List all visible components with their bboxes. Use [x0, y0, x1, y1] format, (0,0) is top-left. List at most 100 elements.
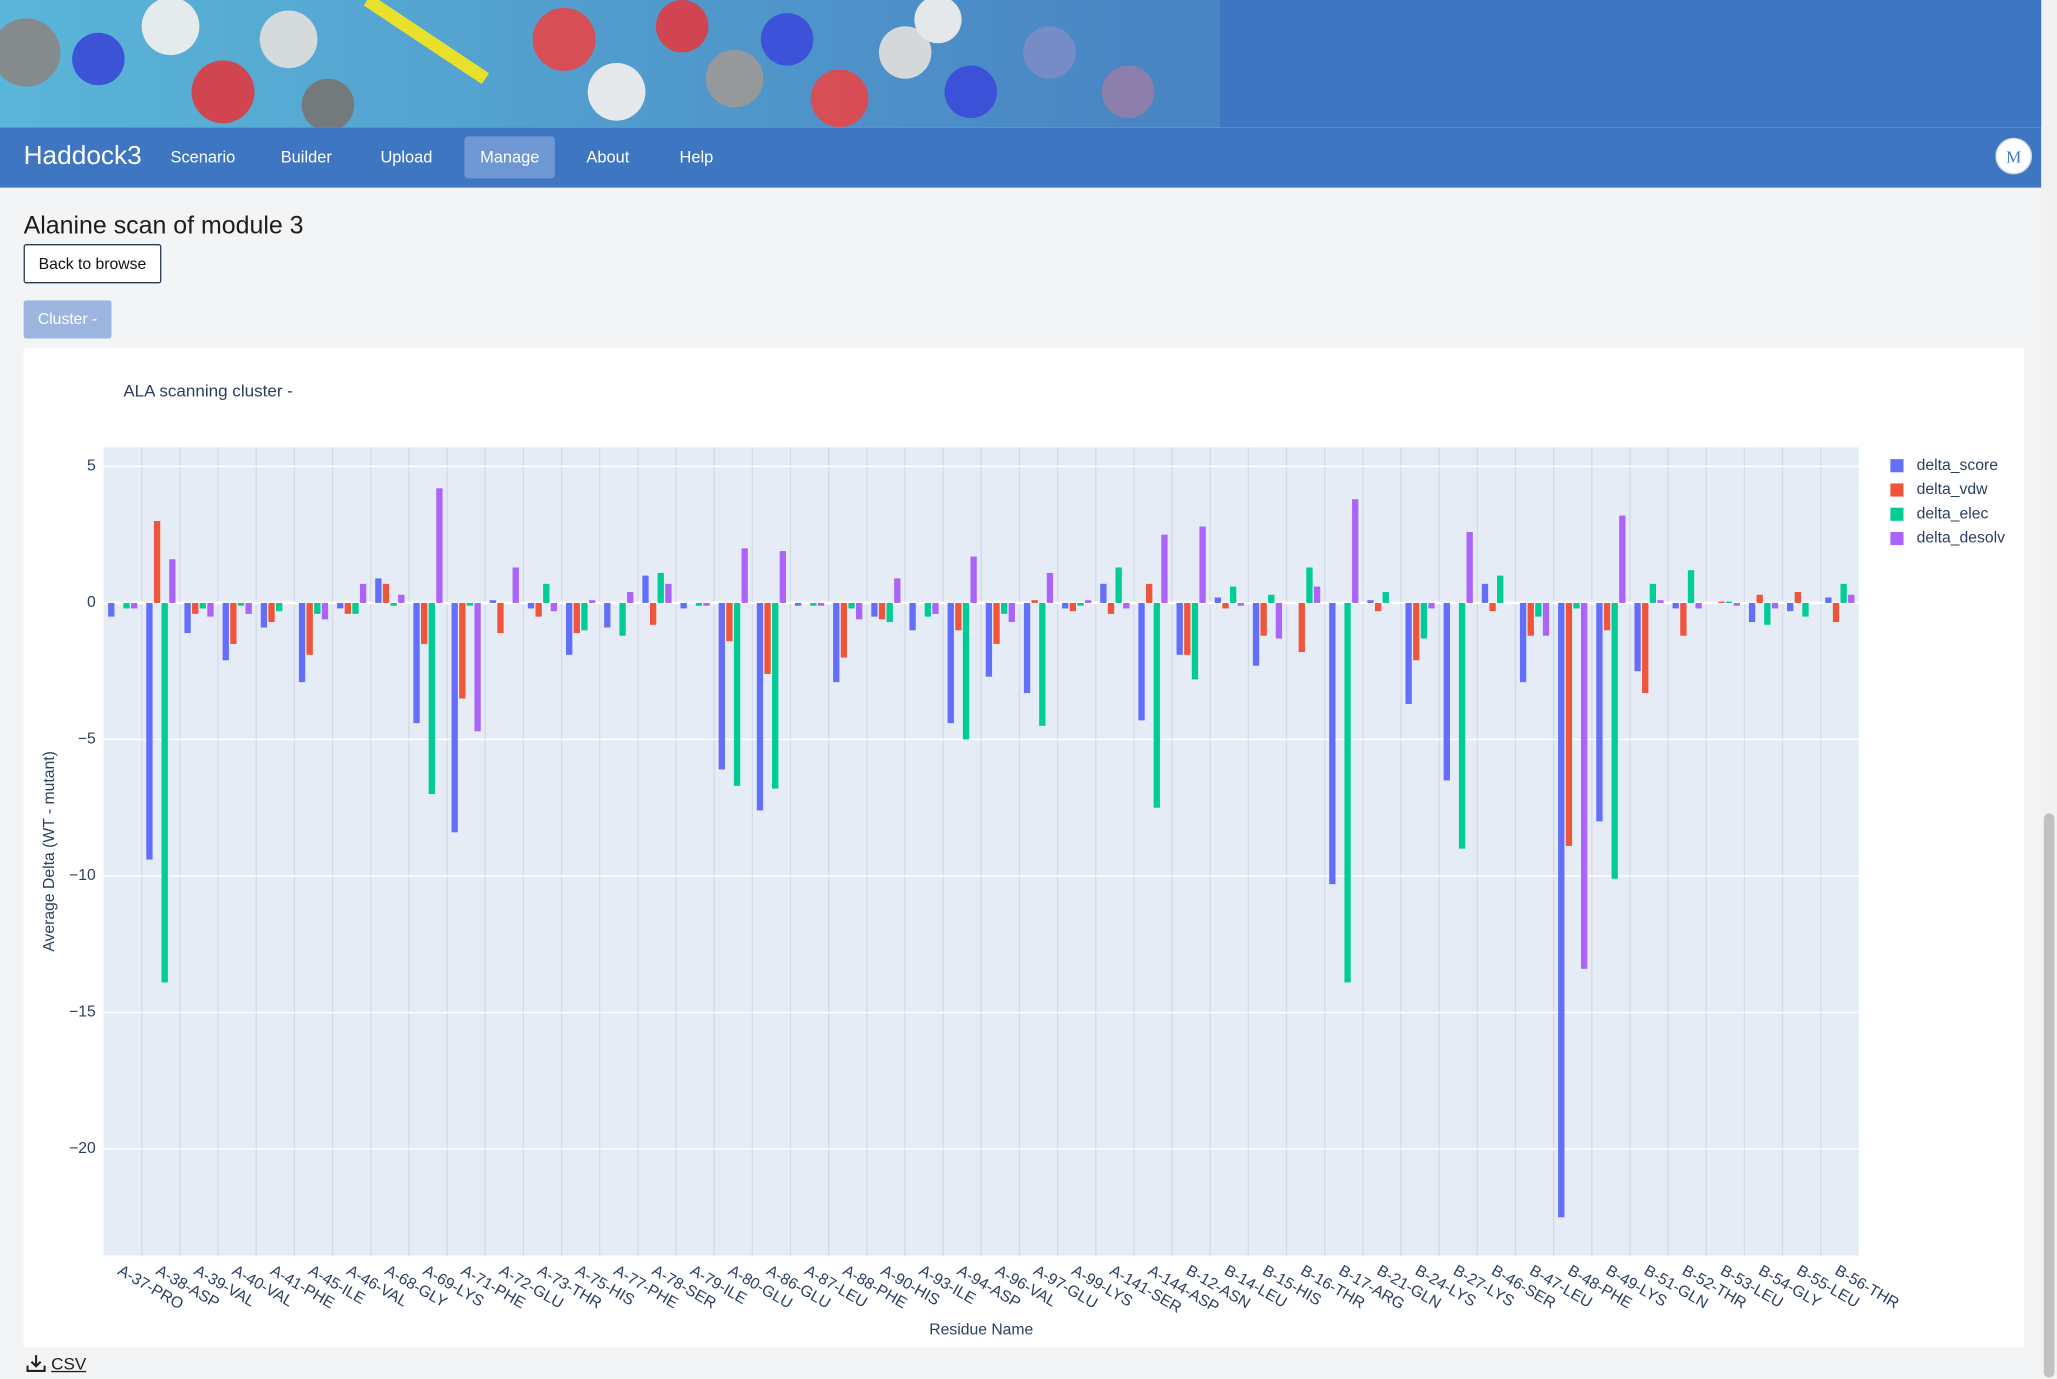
nav-item[interactable]: Builder — [280, 148, 332, 167]
bar — [276, 602, 283, 612]
bar — [695, 602, 703, 606]
bar — [321, 602, 329, 620]
bar — [1352, 499, 1359, 603]
bar — [840, 602, 848, 658]
cluster-dropdown[interactable]: Cluster - — [23, 300, 112, 339]
bar — [1329, 602, 1336, 885]
bar — [298, 602, 306, 683]
bar — [497, 602, 504, 633]
nav-item[interactable]: About — [586, 148, 630, 167]
nav-item[interactable]: Manage — [464, 136, 556, 179]
bar — [1581, 602, 1588, 969]
navbar: Haddock3 M Scenario Builder Upload Manage Ab… — [0, 127, 2042, 188]
bar — [260, 602, 268, 628]
bar — [779, 551, 787, 603]
page-title: Alanine scan of module 3 — [23, 212, 304, 241]
bar — [153, 521, 161, 603]
bar — [1313, 586, 1321, 603]
bar — [451, 602, 458, 833]
legend-swatch — [1890, 507, 1904, 521]
y-tick-label: −15 — [69, 1004, 96, 1021]
bar — [466, 602, 474, 606]
bar — [169, 559, 176, 603]
bar — [833, 602, 840, 683]
bar — [1794, 592, 1802, 603]
bar — [856, 602, 863, 620]
bar — [314, 602, 321, 614]
bar — [718, 602, 725, 770]
legend-label: delta_elec — [1917, 505, 1989, 522]
chart-title: ALA scanning cluster - — [123, 382, 293, 401]
nav-item[interactable]: Scenario — [170, 148, 236, 167]
bar — [1138, 602, 1145, 721]
bar — [1672, 602, 1679, 609]
bar — [459, 602, 466, 699]
bar — [1008, 602, 1015, 623]
bar — [619, 602, 626, 636]
bar — [375, 578, 382, 603]
bar — [1001, 602, 1008, 614]
bar — [245, 602, 252, 614]
bar — [1252, 602, 1260, 666]
user-avatar[interactable]: M — [1995, 137, 2033, 175]
bar — [604, 602, 611, 628]
bar — [1214, 597, 1222, 603]
bar — [1832, 602, 1840, 623]
legend-swatch — [1890, 531, 1904, 546]
y-tick-label: 5 — [87, 458, 96, 475]
legend-label: delta_desolv — [1917, 530, 2005, 547]
bar — [1733, 602, 1740, 606]
bar — [421, 602, 428, 644]
bar — [1634, 602, 1641, 672]
nav-item[interactable]: Upload — [380, 148, 433, 167]
csv-download[interactable]: CSV — [26, 1354, 86, 1374]
bar — [1771, 602, 1779, 609]
bar — [1718, 601, 1725, 603]
bar — [1084, 600, 1092, 603]
bar — [1100, 583, 1107, 603]
bar — [970, 556, 977, 603]
brand[interactable]: Haddock3 — [23, 141, 142, 171]
bar — [1229, 586, 1237, 603]
bar — [1695, 602, 1702, 609]
bar — [123, 602, 130, 609]
bar — [741, 548, 748, 603]
bar — [1642, 602, 1649, 694]
bar — [1611, 602, 1618, 879]
bar — [1260, 602, 1267, 636]
bar — [337, 602, 344, 609]
bar — [1756, 594, 1763, 603]
bar — [1687, 570, 1695, 603]
legend-swatch — [1890, 459, 1904, 473]
csv-link[interactable]: CSV — [51, 1353, 87, 1374]
bar — [817, 602, 825, 606]
bar — [1405, 602, 1412, 704]
bar — [1497, 575, 1504, 603]
bar — [1107, 602, 1115, 614]
y-axis-title: Average Delta (WT - mutant) — [41, 751, 58, 952]
bar — [1268, 594, 1275, 603]
bar — [1222, 602, 1229, 609]
bar — [756, 602, 764, 811]
bar — [909, 602, 916, 631]
bar — [772, 602, 779, 789]
bar — [413, 602, 420, 724]
bar — [489, 600, 497, 603]
bar — [161, 602, 168, 983]
bar — [649, 602, 657, 625]
bar — [184, 602, 191, 633]
bar — [1619, 515, 1626, 603]
bar — [726, 602, 733, 642]
bar — [146, 602, 153, 860]
bar — [848, 602, 855, 609]
bar — [237, 602, 245, 606]
bar — [428, 602, 435, 795]
scrollbar[interactable] — [2041, 0, 2057, 1379]
bar — [344, 602, 352, 614]
back-button[interactable]: Back to browse — [23, 244, 162, 284]
bar — [1237, 602, 1244, 606]
bar — [878, 602, 886, 620]
bar — [436, 488, 443, 603]
bar — [1535, 602, 1542, 617]
nav-item[interactable]: Help — [679, 148, 714, 167]
